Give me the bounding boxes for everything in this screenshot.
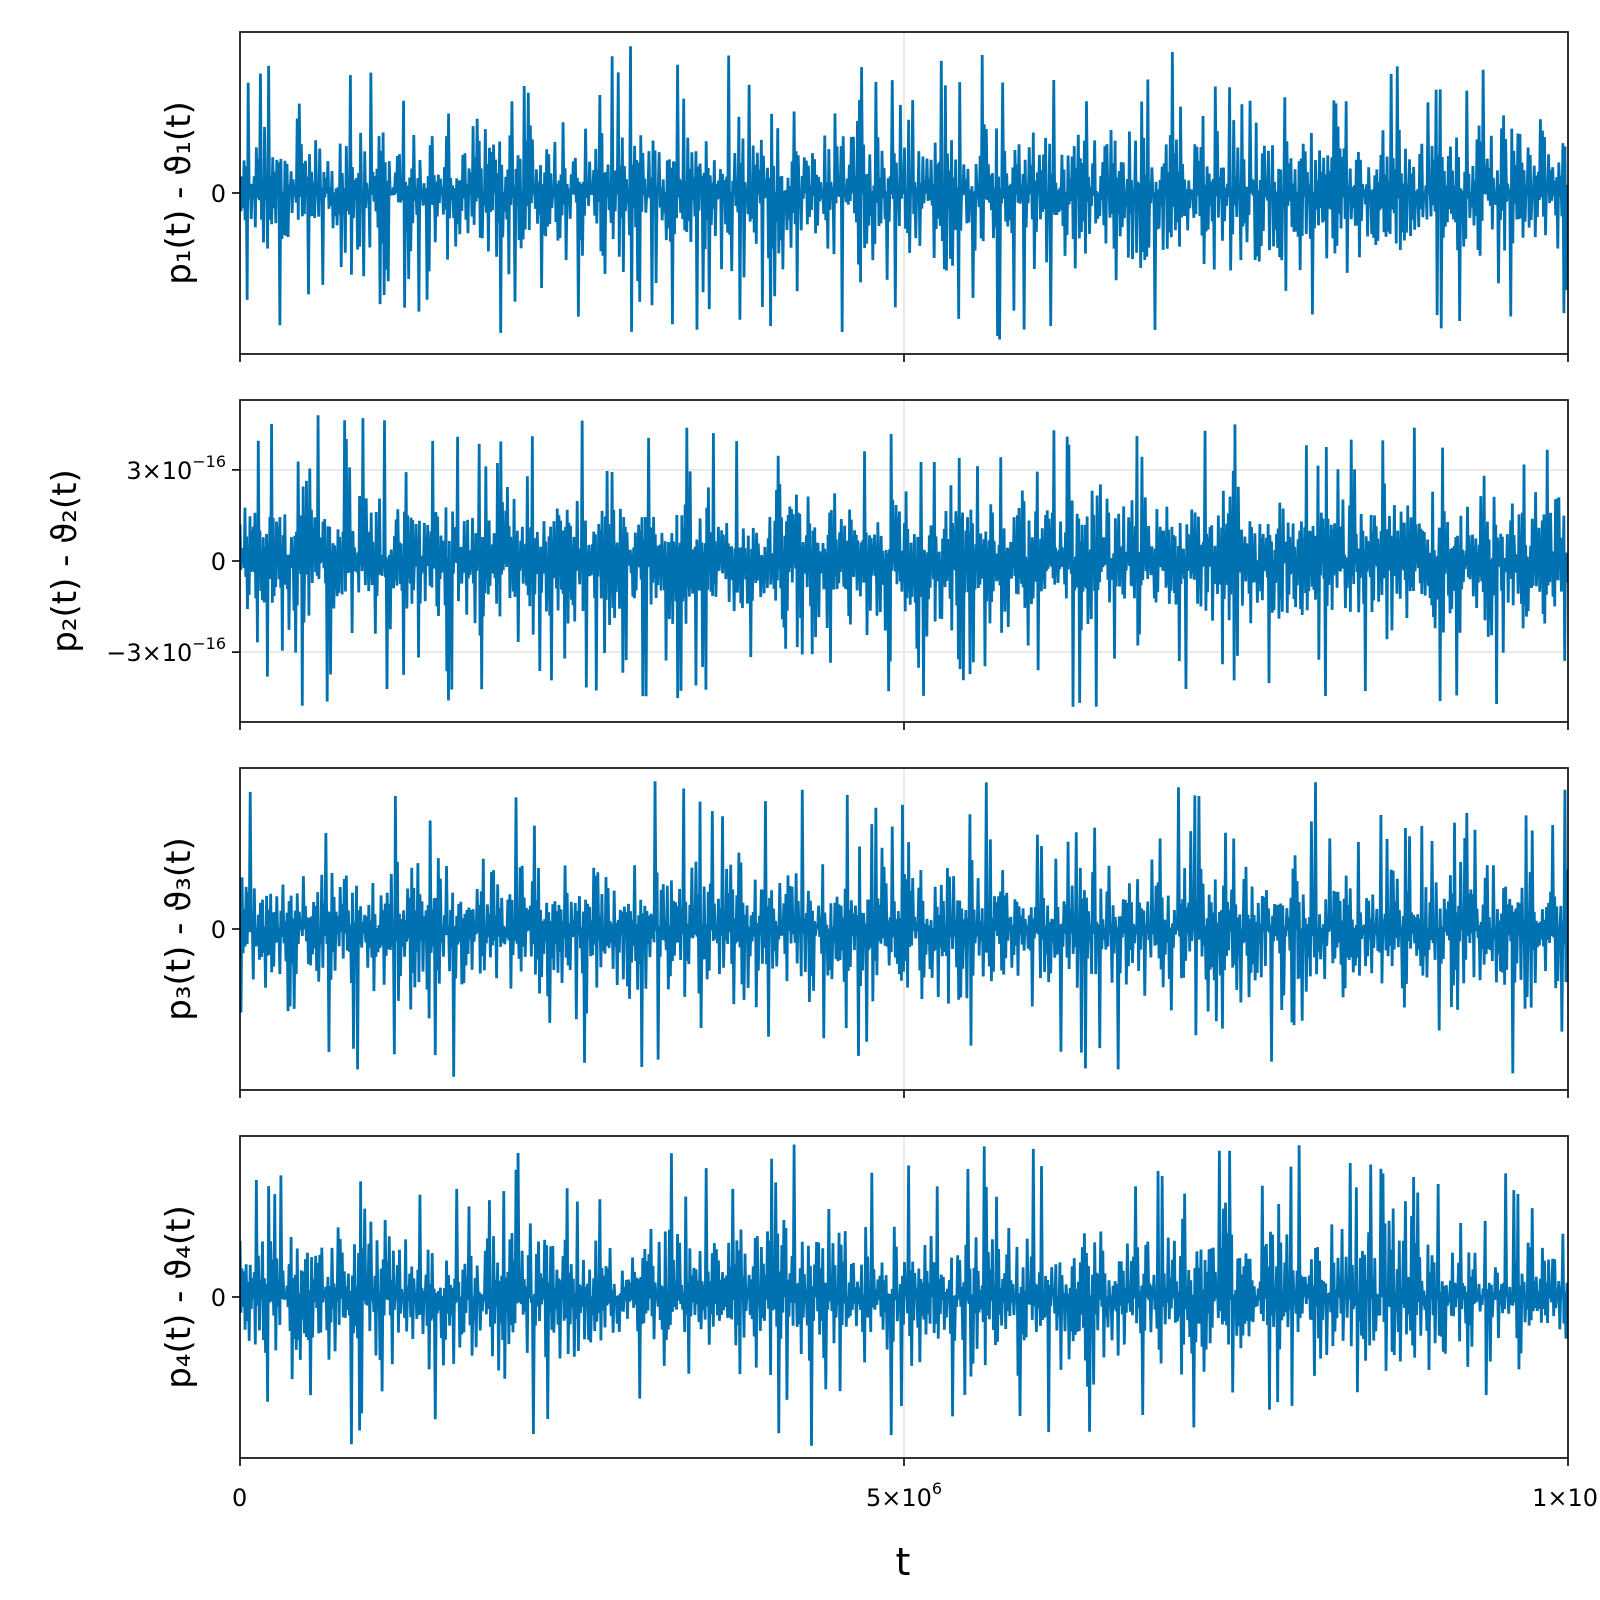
panels: 0 p₁(t) - ϑ₁(t) 3×10−16 0 −3×10−16 p₂(t) - ϑ₂… — [45, 31, 1569, 1466]
series-line — [240, 781, 1568, 1077]
y-axis-label: p₃(t) - ϑ₃(t) — [159, 837, 199, 1021]
y-tick-label: 3×10−16 — [126, 452, 226, 485]
series-line — [240, 46, 1568, 340]
series-line — [240, 415, 1568, 707]
panel-1: 0 p₁(t) - ϑ₁(t) — [159, 31, 1569, 362]
y-axis-label: p₂(t) - ϑ₂(t) — [45, 469, 85, 653]
y-axis-label: p₁(t) - ϑ₁(t) — [159, 101, 199, 285]
x-tick-label: 0 — [232, 1484, 247, 1512]
y-tick-label: 0 — [211, 180, 226, 208]
y-axis-label: p₄(t) - ϑ₄(t) — [159, 1205, 199, 1389]
x-tick-label: 5×106 — [866, 1479, 942, 1512]
panel-2: 3×10−16 0 −3×10−16 p₂(t) - ϑ₂(t) — [45, 399, 1569, 730]
x-tick-labels: 0 5×106 1×10 — [232, 1479, 1598, 1512]
x-tick-label: 1×10 — [1532, 1484, 1598, 1512]
y-tick-label: 0 — [211, 916, 226, 944]
series-line — [240, 1144, 1568, 1446]
y-tick-label: 0 — [211, 1284, 226, 1312]
panel-4: 0 p₄(t) - ϑ₄(t) — [159, 1135, 1569, 1466]
y-tick-label: −3×10−16 — [106, 634, 226, 667]
panel-3: 0 p₃(t) - ϑ₃(t) — [159, 767, 1569, 1098]
x-axis-label: t — [896, 1540, 911, 1584]
y-tick-label: 0 — [211, 548, 226, 576]
